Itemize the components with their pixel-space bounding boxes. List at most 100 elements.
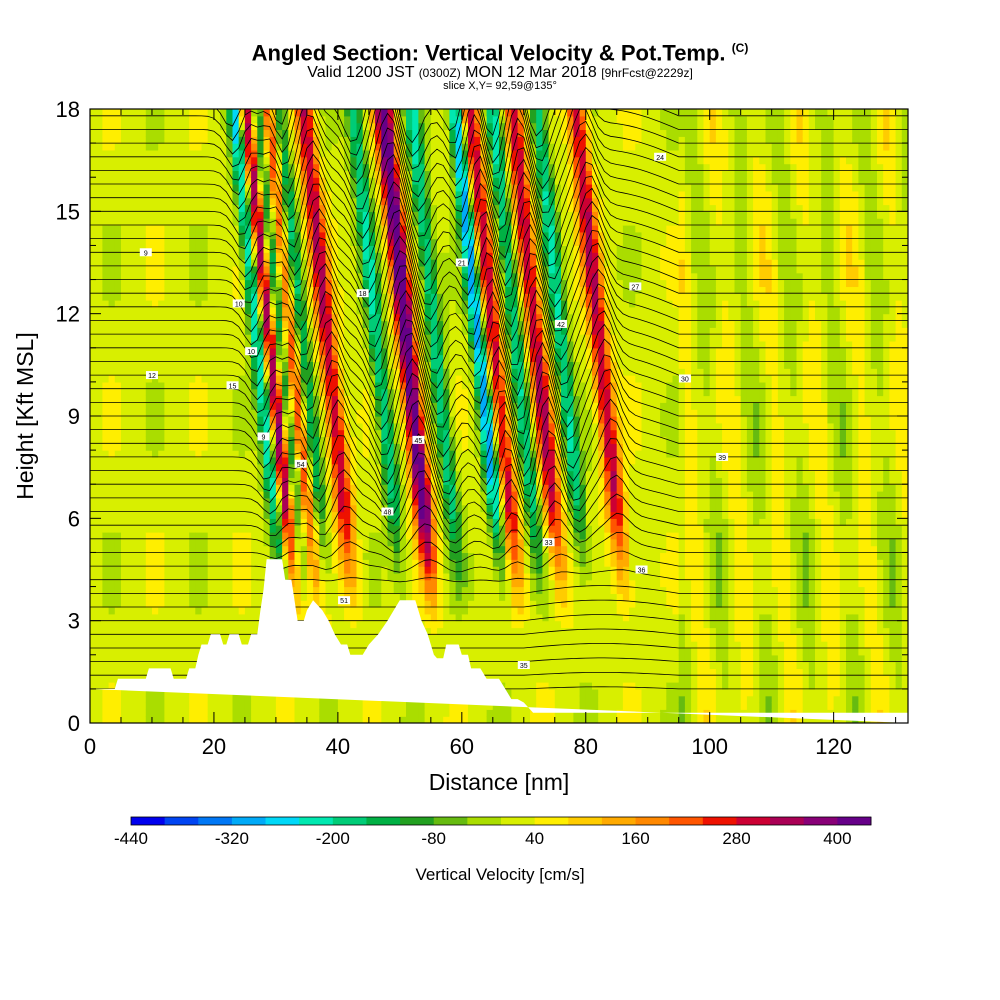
velocity-cell xyxy=(139,347,147,356)
velocity-cell xyxy=(90,341,97,349)
velocity-cell xyxy=(133,648,141,656)
velocity-cell xyxy=(251,136,258,144)
velocity-cell xyxy=(251,156,258,165)
velocity-cell xyxy=(251,341,258,349)
velocity-cell xyxy=(356,456,364,465)
velocity-cell xyxy=(158,231,165,240)
velocity-cell xyxy=(406,190,413,199)
velocity-cell xyxy=(176,579,184,588)
velocity-cell xyxy=(300,470,308,479)
velocity-cell xyxy=(251,532,258,540)
velocity-cell xyxy=(251,538,258,547)
velocity-cell xyxy=(121,129,128,137)
velocity-cell xyxy=(152,149,159,158)
velocity-cell xyxy=(183,293,190,301)
velocity-cell xyxy=(350,709,358,717)
velocity-cell xyxy=(226,484,234,492)
velocity-cell xyxy=(393,252,401,260)
velocity-cell xyxy=(412,402,419,410)
velocity-cell xyxy=(226,306,234,315)
velocity-cell xyxy=(121,620,128,629)
velocity-cell xyxy=(269,320,277,328)
velocity-cell xyxy=(362,518,370,526)
velocity-cell xyxy=(344,347,351,356)
velocity-cell xyxy=(337,416,345,424)
velocity-cell xyxy=(313,177,320,185)
velocity-cell xyxy=(294,163,302,172)
velocity-cell xyxy=(152,416,159,424)
velocity-cell xyxy=(294,429,302,438)
velocity-cell xyxy=(102,238,110,247)
velocity-cell xyxy=(207,620,215,629)
velocity-cell xyxy=(195,184,203,192)
velocity-cell xyxy=(189,450,196,458)
velocity-cell xyxy=(108,122,116,131)
velocity-cell xyxy=(306,702,314,710)
velocity-cell xyxy=(96,443,103,451)
velocity-cell xyxy=(96,143,103,151)
velocity-cell xyxy=(362,470,370,479)
velocity-cell xyxy=(381,593,389,601)
velocity-cell xyxy=(145,566,153,574)
velocity-cell xyxy=(189,648,196,656)
velocity-cell xyxy=(207,627,215,635)
velocity-cell xyxy=(381,368,389,376)
velocity-cell xyxy=(139,641,147,649)
velocity-cell xyxy=(344,634,351,642)
velocity-cell xyxy=(152,695,159,704)
velocity-cell xyxy=(306,354,314,363)
velocity-cell xyxy=(158,259,165,267)
velocity-cell xyxy=(294,306,302,315)
velocity-cell xyxy=(399,716,407,723)
velocity-cell xyxy=(220,272,227,281)
velocity-cell xyxy=(183,579,190,588)
velocity-cell xyxy=(406,572,413,581)
velocity-cell xyxy=(114,600,122,608)
velocity-cell xyxy=(213,709,221,717)
velocity-cell xyxy=(356,572,364,581)
velocity-cell xyxy=(108,709,116,717)
velocity-cell xyxy=(399,702,407,710)
velocity-cell xyxy=(139,354,147,363)
velocity-cell xyxy=(220,286,227,294)
velocity-cell xyxy=(356,177,364,185)
velocity-cell xyxy=(139,320,147,328)
velocity-cell xyxy=(121,265,128,274)
velocity-cell xyxy=(282,504,289,513)
velocity-cell xyxy=(418,504,426,513)
velocity-cell xyxy=(319,129,327,137)
velocity-cell xyxy=(393,265,401,274)
velocity-cell xyxy=(350,204,358,212)
velocity-cell xyxy=(90,245,97,253)
velocity-cell xyxy=(362,456,370,465)
velocity-cell xyxy=(127,634,134,642)
velocity-cell xyxy=(195,600,203,608)
velocity-cell xyxy=(325,109,333,117)
velocity-cell xyxy=(294,402,302,410)
velocity-cell xyxy=(331,552,339,560)
velocity-cell xyxy=(220,313,227,322)
velocity-cell xyxy=(102,654,110,663)
velocity-cell xyxy=(381,293,389,301)
velocity-cell xyxy=(263,538,271,547)
velocity-cell xyxy=(368,300,376,308)
velocity-cell xyxy=(226,313,234,322)
velocity-cell xyxy=(164,381,172,390)
velocity-cell xyxy=(201,259,209,267)
velocity-cell xyxy=(195,238,203,247)
velocity-cell xyxy=(90,149,97,158)
velocity-cell xyxy=(121,327,128,335)
velocity-cell xyxy=(275,109,283,117)
velocity-cell xyxy=(412,456,419,465)
velocity-cell xyxy=(102,170,110,178)
velocity-cell xyxy=(102,231,110,240)
velocity-cell xyxy=(114,279,122,288)
velocity-cell xyxy=(294,313,302,322)
velocity-cell xyxy=(368,327,376,335)
velocity-cell xyxy=(114,695,122,704)
velocity-cell xyxy=(201,497,209,506)
velocity-cell xyxy=(139,477,147,485)
velocity-cell xyxy=(412,313,419,322)
velocity-cell xyxy=(139,552,147,560)
velocity-cell xyxy=(306,695,314,704)
